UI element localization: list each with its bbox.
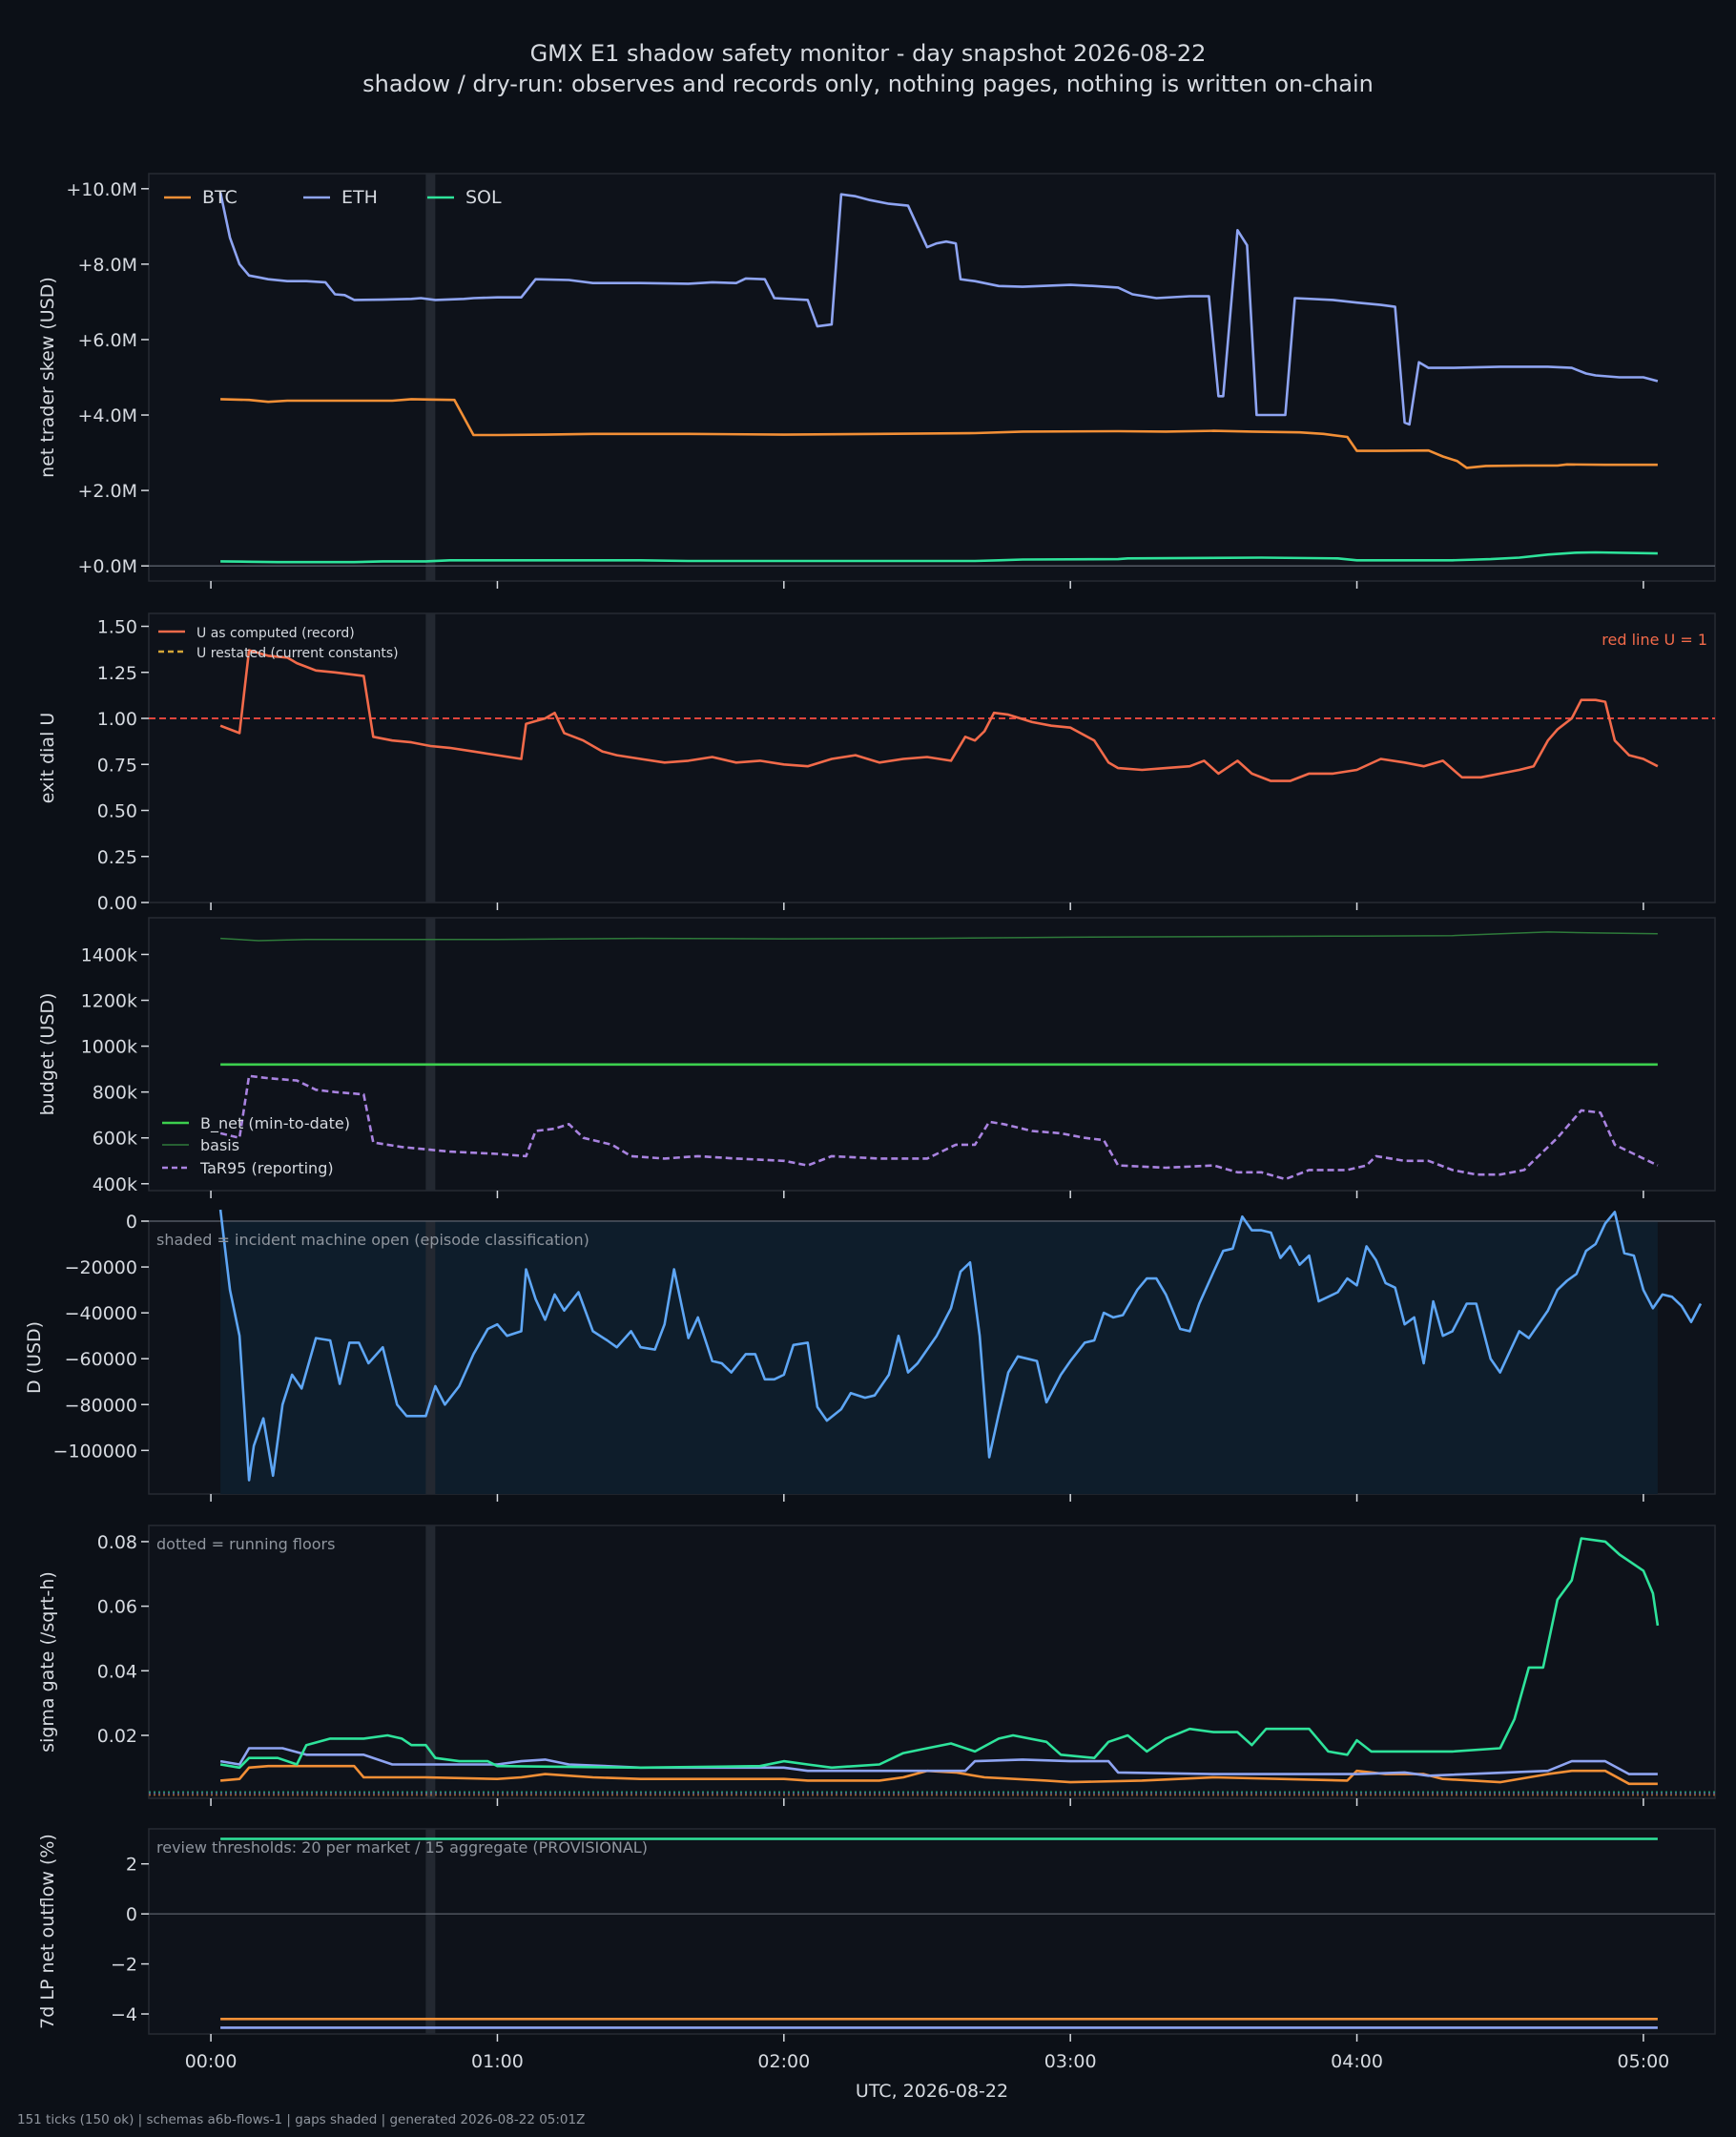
y-axis-label: budget (USD) <box>37 993 58 1116</box>
series-eth <box>218 192 1659 426</box>
panel-frame <box>148 173 1716 582</box>
panel-annotation: review thresholds: 20 per market / 15 ag… <box>156 1838 648 1857</box>
y-tick-label: 0 <box>126 1904 137 1925</box>
panel-d: −100000 −80000 −60000 −40000 −20000 0 D (USD) s… <box>24 1209 1716 1502</box>
panel-frame <box>148 1828 1716 2035</box>
series-eth <box>219 1747 1658 1777</box>
y-tick-label: −40000 <box>65 1303 137 1324</box>
series-sol <box>219 1537 1660 1770</box>
y-tick-label: −60000 <box>65 1349 137 1370</box>
series-d <box>218 1209 1703 1482</box>
y-tick-label: 800k <box>93 1083 137 1104</box>
y-tick-label: 1200k <box>81 991 137 1012</box>
y-axis-label: D (USD) <box>24 1321 45 1394</box>
series-btc <box>220 398 1658 469</box>
panel-sigma_gate: 0.02 0.04 0.06 0.08 sigma gate (/sqrt-h) dott… <box>37 1525 1716 1806</box>
y-tick-label: 0.25 <box>97 847 137 868</box>
x-tick-label: 03:00 <box>1044 2051 1097 2072</box>
y-tick-label: 0 <box>126 1212 137 1233</box>
panel-exit_dial: 0.00 0.25 0.50 0.75 1.00 1.25 1.50 exit dial U r… <box>37 612 1716 914</box>
chart-subtitle: shadow / dry-run: observes and records o… <box>362 71 1374 97</box>
footer-status: 151 ticks (150 ok) | schemas a6b-flows-1… <box>17 2112 586 2127</box>
y-tick-label: 1.50 <box>97 617 137 638</box>
y-tick-label: 0.75 <box>97 755 137 776</box>
panel-frame <box>148 1525 1716 1799</box>
x-tick-label: 02:00 <box>757 2051 810 2072</box>
redline-label: red line U = 1 <box>1602 631 1707 649</box>
y-tick-label: 1.25 <box>97 663 137 684</box>
legend-label: ETH <box>341 187 378 208</box>
panel-skew: +0.0M +2.0M +4.0M +6.0M +8.0M +10.0M net trade… <box>37 173 1716 589</box>
legend-label: basis <box>200 1136 239 1154</box>
x-tick-label: 04:00 <box>1331 2051 1383 2072</box>
y-tick-label: 1000k <box>81 1037 137 1058</box>
y-tick-label: 1400k <box>81 944 137 965</box>
series-basis <box>220 931 1658 942</box>
legend-label: U restated (current constants) <box>196 646 399 661</box>
gap-shade <box>425 613 436 903</box>
y-tick-label: 0.08 <box>97 1532 137 1553</box>
y-tick-label: −4 <box>111 2004 137 2025</box>
y-tick-label: +2.0M <box>77 481 137 502</box>
panel-annotation: dotted = running floors <box>156 1535 335 1553</box>
y-tick-label: 0.06 <box>97 1597 137 1618</box>
incident-shade <box>220 1221 1658 1494</box>
series-tar95-reporting- <box>219 1074 1659 1181</box>
legend-label: TaR95 (reporting) <box>199 1159 334 1177</box>
y-tick-label: 0.00 <box>97 893 137 914</box>
legend-label: BTC <box>202 187 238 208</box>
gap-shade <box>425 174 436 581</box>
y-axis-label: exit dial U <box>37 713 58 804</box>
y-tick-label: −2 <box>111 1955 137 1976</box>
panel-lp_outflow: −4 −2 0 2 7d LP net outflow (%) review thresh… <box>37 1828 1716 2042</box>
series-sol <box>220 550 1658 564</box>
x-axis-label: UTC, 2026-08-22 <box>856 2081 1008 2102</box>
y-tick-label: +8.0M <box>77 255 137 276</box>
gap-shade <box>425 1221 436 1494</box>
gap-shade <box>425 1829 436 2034</box>
y-tick-label: +6.0M <box>77 330 137 351</box>
y-axis-label: sigma gate (/sqrt-h) <box>37 1571 58 1753</box>
panel-frame <box>148 917 1716 1192</box>
legend-label: B_net (min-to-date) <box>200 1114 350 1133</box>
y-tick-label: 2 <box>126 1855 137 1876</box>
legend-label: U as computed (record) <box>196 626 355 641</box>
y-tick-label: 1.00 <box>97 709 137 730</box>
y-axis-label: 7d LP net outflow (%) <box>37 1834 58 2029</box>
y-tick-label: 0.04 <box>97 1661 137 1682</box>
chart-title: GMX E1 shadow safety monitor - day snaps… <box>529 40 1207 67</box>
y-tick-label: −20000 <box>65 1257 137 1278</box>
x-tick-label: 01:00 <box>471 2051 524 2072</box>
y-tick-label: +0.0M <box>77 556 137 577</box>
y-tick-label: +4.0M <box>77 405 137 426</box>
y-tick-label: −100000 <box>53 1441 137 1462</box>
x-tick-label: 05:00 <box>1618 2051 1670 2072</box>
legend-label: SOL <box>465 187 502 208</box>
gap-shade <box>425 918 436 1191</box>
y-tick-label: 0.02 <box>97 1726 137 1747</box>
panel-annotation: shaded = incident machine open (episode … <box>156 1231 589 1249</box>
y-tick-label: 600k <box>93 1129 137 1150</box>
panel-budget: 400k 600k 800k 1000k 1200k 1400k budget (USD) <box>37 917 1716 1198</box>
y-tick-label: 0.50 <box>97 801 137 822</box>
y-tick-label: −80000 <box>65 1395 137 1416</box>
series-u-as-computed-record- <box>219 649 1659 782</box>
y-axis-label: net trader skew (USD) <box>37 277 58 478</box>
gap-shade <box>425 1525 436 1798</box>
y-tick-label: +10.0M <box>66 179 137 200</box>
y-tick-label: 400k <box>93 1174 137 1195</box>
x-tick-label: 00:00 <box>185 2051 238 2072</box>
